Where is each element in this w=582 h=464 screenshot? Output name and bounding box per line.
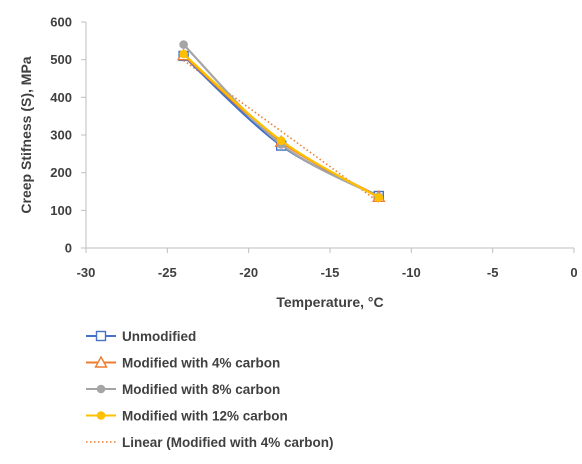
legend-swatch-marker (95, 330, 107, 342)
legend-entry: Modified with 12% carbon (86, 409, 288, 424)
data-point (179, 40, 188, 49)
legend-swatch-marker (96, 411, 106, 420)
x-tick-label: -25 (158, 265, 177, 280)
x-tick-label: -10 (402, 265, 421, 280)
legend-entry: Unmodified (86, 329, 196, 344)
legend-entry: Modified with 8% carbon (86, 382, 280, 397)
series-line (182, 43, 380, 198)
legend-entry: Modified with 4% carbon (86, 356, 280, 371)
data-point (374, 193, 384, 202)
y-axis-title: Creep Stifness (S), MPa (18, 56, 34, 213)
y-tick-label: 0 (65, 241, 72, 256)
y-tick-label: 100 (50, 203, 72, 218)
legend-swatch-marker (94, 355, 108, 368)
legend-label: Linear (Modified with 4% carbon) (122, 435, 334, 450)
series-4 (179, 49, 384, 202)
x-tick-label: -5 (487, 265, 499, 280)
x-tick-label: 0 (570, 265, 577, 280)
x-tick-label: -30 (77, 265, 96, 280)
y-tick-label: 300 (50, 128, 72, 143)
y-tick-label: 600 (50, 15, 72, 30)
legend-label: Modified with 8% carbon (122, 382, 280, 397)
legend-label: Modified with 12% carbon (122, 409, 288, 424)
data-point (179, 49, 188, 59)
legend-swatch-marker (96, 384, 106, 394)
y-tick-label: 400 (50, 90, 72, 105)
legend-label: Modified with 4% carbon (122, 356, 280, 371)
legend-entry-trendline: Linear (Modified with 4% carbon) (86, 435, 334, 450)
x-axis-title: Temperature, °C (276, 294, 383, 310)
y-tick-label: 500 (50, 52, 72, 67)
legend-label: Unmodified (122, 329, 196, 344)
plot-area: 0 100 200 300 400 500 600 -30 -25 -20 -15 -10 -5 0 Tem… (18, 15, 578, 311)
y-tick-label: 200 (50, 165, 72, 180)
series-3 (179, 40, 384, 202)
x-tick-label: -20 (239, 265, 258, 280)
legend: Unmodified Modified with 4% carbon Modifie… (86, 329, 334, 450)
x-tick-label: -15 (321, 265, 340, 280)
data-point (276, 136, 286, 145)
